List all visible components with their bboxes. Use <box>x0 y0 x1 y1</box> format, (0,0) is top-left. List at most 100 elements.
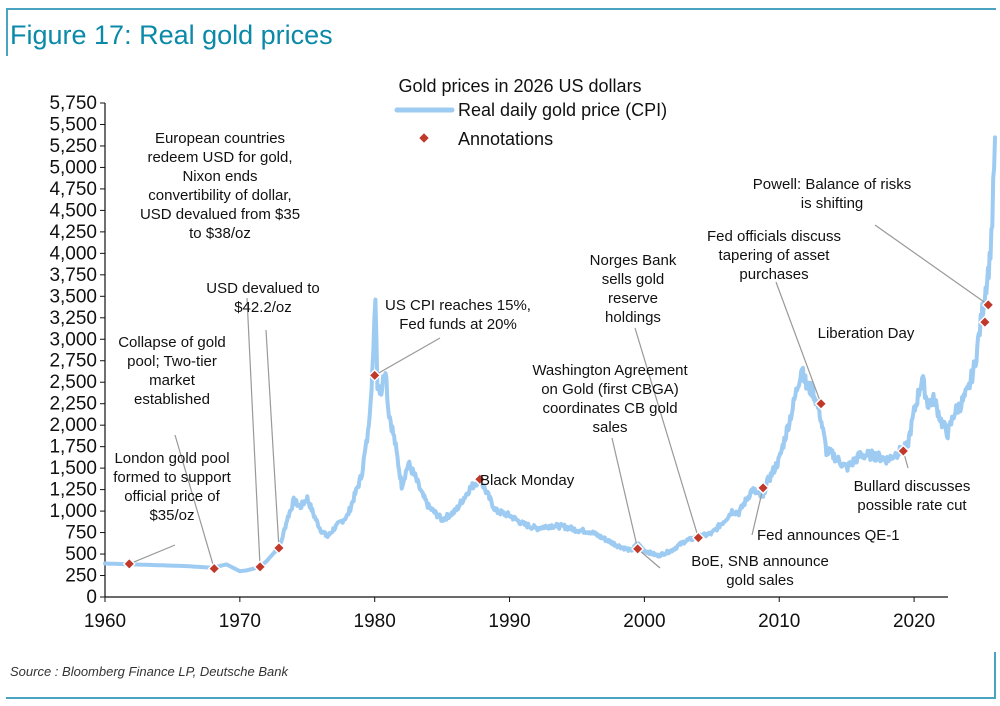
annotation-labels: London gold pool formed to support officia… <box>113 130 970 589</box>
y-tick-label: 4,500 <box>49 200 97 221</box>
annotation-line: BoE, SNB announce <box>691 553 829 570</box>
annotation-line: pool; Two-tier <box>127 353 217 370</box>
annotation-line: market <box>149 372 196 389</box>
annotation-line: European countries <box>155 130 285 147</box>
y-tick-label: 2,750 <box>49 351 97 372</box>
y-tick-label: 1,750 <box>49 437 97 458</box>
annotation-line: Bullard discusses <box>854 478 971 495</box>
annotation-london-gold-pool: London gold pool formed to support officia… <box>113 450 231 524</box>
annotation-markers <box>122 298 995 576</box>
leader-line-powell <box>874 224 989 306</box>
leader-line-us-cpi-15 <box>374 337 441 376</box>
x-tick-label: 2010 <box>758 611 800 632</box>
leader-line-norges-bank <box>634 327 699 538</box>
x-tick-label: 1980 <box>354 611 396 632</box>
annotation-line: London gold pool <box>114 450 229 467</box>
annotation-marker <box>368 368 382 382</box>
annotation-line: Fed funds at 20% <box>399 316 517 333</box>
annotation-marker <box>272 541 286 555</box>
y-tick-label: 250 <box>65 566 97 587</box>
annotation-norges-bank: Norges Bank sells gold reserve holdings <box>590 252 677 326</box>
annotation-line: convertibility of dollar, <box>148 187 291 204</box>
annotation-qe1: Fed announces QE-1 <box>757 527 900 544</box>
y-tick-label: 750 <box>65 523 97 544</box>
annotation-marker <box>896 444 910 458</box>
chart-legend: Gold prices in 2026 US dollars Real daily… <box>394 76 667 149</box>
annotation-line: coordinates CB gold <box>542 400 677 417</box>
annotation-boe-snb: BoE, SNB announce gold sales <box>691 553 829 589</box>
annotation-line: Powell: Balance of risks <box>753 176 911 193</box>
annotation-line: redeem USD for gold, <box>147 149 292 166</box>
y-tick-label: 3,750 <box>49 265 97 286</box>
y-tick-label: 1,500 <box>49 458 97 479</box>
annotation-line: Liberation Day <box>818 325 915 342</box>
source-note: Source : Bloomberg Finance LP, Deutsche … <box>10 664 288 679</box>
legend-label-annotations: Annotations <box>458 129 553 149</box>
annotation-line: to $38/oz <box>189 225 251 242</box>
y-tick-label: 2,500 <box>49 372 97 393</box>
x-tick-label: 2000 <box>623 611 665 632</box>
chart-plot-area <box>103 135 997 574</box>
annotation-washington-agreement: Washington Agreement on Gold (first CBGA)… <box>532 362 688 436</box>
annotation-marker <box>814 397 828 411</box>
annotation-marker <box>756 481 770 495</box>
y-tick-label: 2,000 <box>49 415 97 436</box>
annotation-marker <box>631 542 645 556</box>
annotation-line: Fed announces QE-1 <box>757 527 900 544</box>
annotation-line: USD devalued from $35 <box>140 206 300 223</box>
legend-label-price: Real daily gold price (CPI) <box>458 100 667 120</box>
annotation-tapering: Fed officials discuss tapering of asset pu… <box>707 228 841 283</box>
leader-line-nixon-ends <box>246 297 261 567</box>
leader-line-boe-snb <box>637 548 661 569</box>
annotation-line: Nixon ends <box>182 168 257 185</box>
y-tick-label: 1,250 <box>49 480 97 501</box>
y-tick-label: 4,750 <box>49 179 97 200</box>
annotation-line: sells gold <box>602 271 665 288</box>
annotation-nixon-ends: European countries redeem USD for gold, Ni… <box>140 130 300 242</box>
annotation-line: reserve <box>608 290 658 307</box>
annotation-marker <box>691 531 705 545</box>
annotation-collapse-gold-pool: Collapse of gold pool; Two-tier market esta… <box>118 334 226 408</box>
y-tick-label: 2,250 <box>49 394 97 415</box>
annotation-line: US CPI reaches 15%, <box>385 297 531 314</box>
y-tick-label: 4,250 <box>49 222 97 243</box>
x-tick-label: 1990 <box>488 611 530 632</box>
y-tick-label: 5,500 <box>49 114 97 135</box>
annotation-line: Black Monday <box>480 472 575 489</box>
annotation-line: possible rate cut <box>857 497 967 514</box>
y-tick-label: 0 <box>86 587 97 608</box>
annotation-line: $42.2/oz <box>234 299 292 316</box>
top-border-rule <box>6 8 996 10</box>
annotation-bullard: Bullard discusses possible rate cut <box>854 478 971 514</box>
y-tick-label: 1,000 <box>49 501 97 522</box>
annotation-marker <box>253 560 267 574</box>
annotation-line: gold sales <box>726 572 794 589</box>
leader-line-london-gold-pool <box>129 544 176 565</box>
y-tick-label: 4,000 <box>49 243 97 264</box>
annotation-line: established <box>134 391 210 408</box>
legend-diamond-swatch <box>417 131 431 145</box>
leader-line-tapering <box>775 281 822 404</box>
annotation-leader-lines <box>129 224 989 569</box>
annotation-line: formed to support <box>113 469 231 486</box>
leader-line-collapse-gold-pool <box>174 434 215 569</box>
annotation-marker <box>978 315 992 329</box>
y-tick-label: 3,250 <box>49 308 97 329</box>
annotation-marker <box>473 472 487 486</box>
y-tick-label: 5,250 <box>49 136 97 157</box>
y-tick-label: 3,000 <box>49 329 97 350</box>
annotation-line: on Gold (first CBGA) <box>541 381 679 398</box>
leader-line-qe1 <box>751 487 764 536</box>
annotation-line: holdings <box>605 309 661 326</box>
annotation-marker <box>122 557 136 571</box>
leader-line-washington-agreement <box>611 437 639 550</box>
y-tick-label: 5,750 <box>49 93 97 114</box>
annotation-line: purchases <box>739 266 808 283</box>
annotation-line: Washington Agreement <box>532 362 688 379</box>
annotation-line: Fed officials discuss <box>707 228 841 245</box>
x-tick-label: 1960 <box>84 611 126 632</box>
y-tick-label: 3,500 <box>49 286 97 307</box>
gold-price-line <box>103 135 997 574</box>
annotation-line: USD devalued to <box>206 280 319 297</box>
